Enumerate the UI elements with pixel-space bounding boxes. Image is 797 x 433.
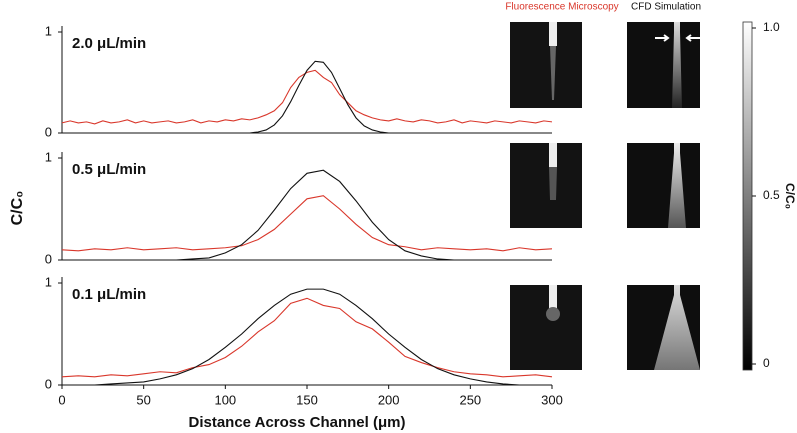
x-tick-label: 250: [459, 392, 481, 407]
plume: [549, 167, 557, 200]
needle: [549, 22, 557, 46]
y-tick-label: 0: [45, 376, 52, 391]
image-panels: Fluorescence Microscopy CFD Simulation: [505, 2, 753, 371]
colorbar-label: C/C₀: [783, 183, 797, 209]
colorbar-tick-label: 0: [763, 356, 770, 370]
y-tick-label: 1: [45, 149, 52, 164]
data-line: [62, 60, 552, 134]
panel-title: 0.5 μL/min: [72, 161, 146, 178]
x-axis-label: Distance Across Channel (μm): [188, 414, 405, 431]
plume: [550, 46, 556, 100]
panel-title: 2.0 μL/min: [72, 35, 146, 52]
x-tick-label: 100: [214, 392, 236, 407]
data-line: [61, 195, 553, 252]
scale-bars: [593, 97, 716, 361]
y-tick-label: 1: [45, 23, 52, 38]
x-tick-label: 150: [296, 392, 318, 407]
micrograph: [510, 22, 582, 108]
arrows: [655, 34, 700, 42]
x-tick-label: 200: [378, 392, 400, 407]
column-header: CFD Simulation: [631, 2, 701, 13]
needle: [549, 143, 557, 167]
y-tick-label: 0: [45, 124, 52, 139]
plume: [546, 307, 560, 321]
data-line: [62, 288, 552, 386]
data-line: [61, 297, 553, 378]
needle: [549, 285, 557, 309]
plume: [668, 143, 686, 228]
x-tick-label: 50: [136, 392, 150, 407]
simulation: [627, 143, 700, 228]
plume: [672, 22, 682, 108]
data-line: [61, 69, 553, 125]
simulation: [627, 22, 700, 108]
micrograph: [510, 285, 582, 370]
x-tick-label: 0: [58, 392, 65, 407]
y-tick-label: 0: [45, 251, 52, 266]
column-header: Fluorescence Microscopy: [505, 2, 618, 13]
plume: [654, 285, 700, 370]
panel-title: 0.1 μL/min: [72, 286, 146, 303]
data-line: [62, 169, 552, 261]
x-tick-label: 300: [541, 392, 563, 407]
colorbar-tick-label: 1.0: [763, 20, 780, 34]
colorbar: [742, 21, 753, 371]
colorbar-tick-label: 0.5: [763, 188, 780, 202]
micrograph: [510, 143, 582, 228]
y-tick-label: 1: [45, 274, 52, 289]
y-axis-label: C/C₀: [9, 191, 26, 226]
